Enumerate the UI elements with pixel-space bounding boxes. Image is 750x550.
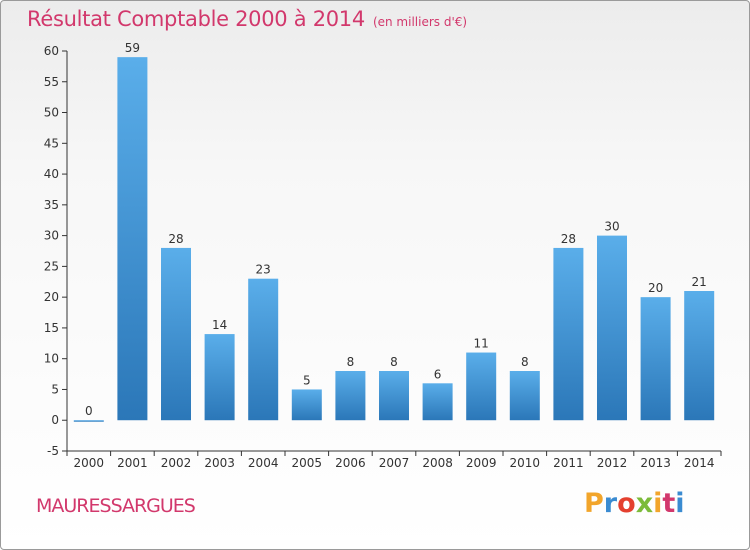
bar	[597, 235, 627, 421]
y-tick-label: 5	[51, 382, 59, 396]
data-labels: 0 59 28 14 23 5 8 8 6 11 8 28 30 20 21	[85, 41, 707, 418]
y-tick-label: 20	[44, 290, 59, 304]
bar	[291, 389, 322, 421]
y-tick-label: 40	[44, 167, 59, 181]
bar	[640, 297, 671, 421]
x-tick-label: 2002	[161, 456, 192, 470]
y-tick-label: 55	[44, 75, 59, 89]
bar	[161, 247, 191, 421]
y-tick-label: 50	[44, 106, 59, 120]
chart-title: Résultat Comptable 2000 à 2014 (en millie…	[27, 7, 467, 31]
brand-letter: i	[653, 488, 663, 519]
brand-letter: o	[617, 488, 636, 519]
bar	[117, 57, 148, 421]
brand-logo: Proxiti	[584, 488, 685, 519]
bar-value-label: 28	[168, 232, 183, 246]
x-tick-label: 2003	[204, 456, 235, 470]
bar-value-label: 20	[648, 281, 663, 295]
bar	[466, 352, 497, 421]
x-axis: 2000 2001 2002 2003 2004 2005 2006 2007 2008 2009…	[66, 450, 722, 470]
x-tick-label: 2005	[292, 456, 323, 470]
x-tick-label: 2000	[74, 456, 105, 470]
bar-value-label: 28	[561, 232, 576, 246]
y-tick-label: 35	[44, 198, 59, 212]
bar	[553, 247, 584, 421]
chart-unit: (en milliers d'€)	[372, 15, 468, 29]
x-tick-label: 2008	[422, 456, 453, 470]
brand-letter: i	[675, 488, 685, 519]
x-tick-label: 2014	[684, 456, 715, 470]
brand-letter: r	[603, 488, 618, 519]
bar-value-label: 21	[692, 275, 707, 289]
y-tick-label: 10	[44, 352, 59, 366]
bar-value-label: 30	[604, 220, 619, 234]
bar	[379, 371, 409, 421]
bar	[422, 383, 453, 421]
brand-letter: x	[635, 488, 654, 519]
bar	[204, 334, 235, 421]
x-tick-label: 2009	[466, 456, 497, 470]
brand-letter: t	[662, 488, 676, 519]
x-tick-label: 2012	[597, 456, 628, 470]
x-tick-label: 2013	[640, 456, 671, 470]
bar-value-label: 8	[390, 355, 398, 369]
chart-title-text: Résultat Comptable 2000 à 2014	[27, 7, 365, 31]
bar-value-label: 11	[474, 337, 489, 351]
bar-series	[73, 57, 715, 422]
y-tick-label: 60	[44, 44, 59, 58]
y-tick-label: 15	[44, 321, 59, 335]
x-tick-label: 2011	[553, 456, 584, 470]
bar	[73, 420, 104, 422]
bar	[684, 291, 715, 421]
bar-value-label: 14	[212, 318, 227, 332]
bar-value-label: 8	[347, 355, 355, 369]
commune-name: MAURESSARGUES	[36, 495, 196, 517]
bar-value-label: 23	[256, 263, 271, 277]
x-tick-label: 2006	[335, 456, 366, 470]
bar	[335, 371, 366, 421]
brand-letter: P	[584, 488, 604, 519]
x-tick-label: 2004	[248, 456, 279, 470]
bar	[248, 278, 279, 421]
y-tick-label: 25	[44, 259, 59, 273]
y-tick-label: 45	[44, 136, 59, 150]
y-tick-label: 0	[51, 413, 59, 427]
bar-value-label: 5	[303, 373, 311, 387]
x-tick-label: 2010	[510, 456, 541, 470]
bar-value-label: 59	[125, 41, 140, 55]
bar-value-label: 0	[85, 404, 93, 418]
x-tick-label: 2001	[117, 456, 148, 470]
bar-value-label: 8	[521, 355, 529, 369]
bar-value-label: 6	[434, 367, 442, 381]
bar	[509, 371, 540, 421]
y-axis: -5 0 5 10 15 20 25 30 35 40 45 50 55 60	[44, 44, 68, 458]
x-tick-label: 2007	[379, 456, 410, 470]
y-tick-label: 30	[44, 229, 59, 243]
y-tick-label: -5	[47, 444, 59, 458]
